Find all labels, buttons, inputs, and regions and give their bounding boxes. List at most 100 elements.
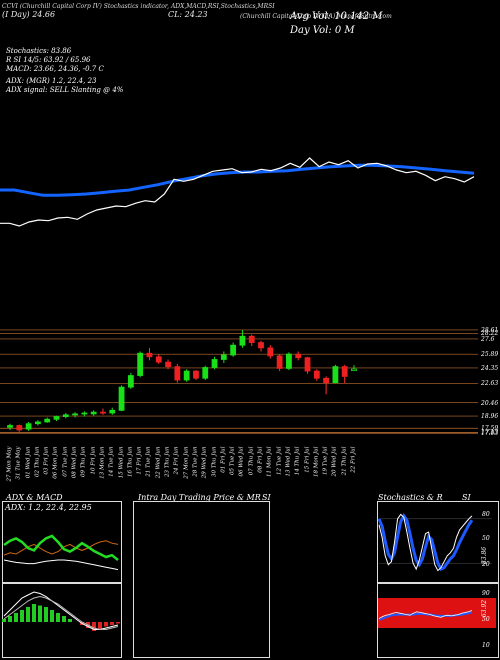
candle-body: [118, 386, 125, 411]
price-axis-label: 25.89: [481, 351, 499, 359]
candle-body: [127, 375, 134, 388]
candle-body: [109, 409, 116, 414]
candle-body: [248, 335, 255, 343]
price-axis-label: 20.46: [481, 399, 499, 407]
rsi-last-value: 63.92: [481, 599, 489, 618]
macd-histogram-bar: [2, 619, 6, 622]
adx-value: ADX: (MGR) 1.2, 22.4, 23: [6, 77, 97, 85]
macd-histogram-bar: [20, 610, 24, 622]
stoch-scale-80: 80: [482, 511, 490, 518]
candle-body: [239, 335, 246, 346]
average-volume-line: [0, 163, 475, 197]
price-axis-label: 17.59: [481, 425, 499, 433]
macd-value: MACD: 23.66, 24.36, -0.7 C: [6, 65, 104, 73]
candle-body: [304, 357, 311, 372]
candle-body: [323, 377, 330, 384]
adx-line: [3, 559, 119, 571]
stoch-panel-title: Stochastics & R: [378, 493, 443, 502]
macd-histogram-bar: [32, 604, 36, 622]
rsi-value: R SI 14/5: 63.92 / 65.96: [6, 56, 91, 64]
macd-histogram-bar: [38, 605, 42, 622]
candle-body: [211, 359, 218, 368]
macd-histogram-bar: [26, 607, 30, 622]
adx-panel-values: ADX: 1.2, 22.4, 22.95: [5, 503, 92, 512]
stoch-last-value: 83.86: [481, 546, 489, 565]
main-chart: [0, 157, 478, 434]
candle-body: [267, 347, 274, 357]
candle-body: [7, 425, 13, 428]
header-close: CL: 24.23: [168, 10, 208, 19]
stochastics-d-line: [377, 512, 474, 572]
candle-body: [25, 423, 32, 430]
candle-body: [351, 368, 357, 372]
candle-body: [53, 416, 60, 420]
macd-histogram-bar: [116, 622, 120, 624]
price-axis-label: 28.22: [481, 330, 499, 338]
candle-body: [286, 353, 292, 369]
candle-body: [258, 342, 264, 349]
candle-body: [100, 411, 106, 414]
price-axis-label: 17.03: [481, 430, 499, 438]
candle-body: [16, 425, 23, 431]
intraday-panel-title: Intra Day Trading Price & MR: [138, 493, 261, 502]
candle-body: [165, 361, 171, 368]
rsi-scale-50: 50: [482, 616, 490, 623]
avg-volume: Avg Vol: 10.142 M: [290, 11, 383, 22]
adx-panel-title: ADX & MACD: [6, 493, 63, 502]
volume-line: [0, 157, 475, 227]
candle-body: [220, 354, 227, 360]
rsi-line: [378, 610, 473, 619]
candle-body: [146, 352, 153, 358]
candle-body: [230, 344, 237, 356]
adx-signal: ADX signal: SELL Slanting @ 4%: [6, 86, 124, 94]
macd-histogram-bar: [98, 622, 102, 630]
header-company: (Churchill Capital Corp IV CIA) MunafaSu…: [240, 13, 392, 20]
price-axis-label: 24.35: [481, 364, 499, 372]
price-axis-label: 22.63: [481, 380, 499, 388]
price-axis-label: 17.13: [481, 429, 499, 437]
macd-histogram-bar: [68, 619, 72, 622]
candle-body: [137, 352, 144, 376]
candle-body: [174, 366, 181, 381]
stoch-scale-50: 50: [482, 535, 490, 542]
macd-histogram-bar: [110, 622, 114, 625]
macd-histogram-bar: [8, 616, 12, 622]
candle-body: [332, 366, 339, 384]
candle-body: [81, 412, 88, 415]
stoch-scale-20: 20: [482, 561, 490, 568]
macd-histogram-bar: [14, 613, 18, 622]
macd-histogram-bar: [104, 622, 108, 627]
rsi-scale-10: 10: [482, 642, 490, 649]
candle-body: [202, 367, 209, 379]
macd-histogram-bar: [56, 613, 60, 622]
macd-histogram-bar: [44, 607, 48, 622]
intraday-panel: [133, 501, 270, 658]
macd-signal-line: [3, 595, 119, 630]
candle-body: [155, 356, 162, 363]
candle-body: [44, 418, 51, 423]
day-volume: Day Vol: 0 M: [290, 25, 355, 36]
candle-body: [183, 370, 190, 381]
stochastics-value: Stochastics: 83.86: [6, 47, 72, 55]
header-day: (I Day) 24.66: [2, 10, 56, 19]
candle-body: [34, 421, 41, 425]
candle-body: [90, 411, 97, 415]
candle-body: [72, 413, 78, 416]
stochastics-k-line: [378, 513, 473, 572]
candle-body: [341, 366, 348, 377]
candle-body: [193, 370, 199, 379]
price-axis-label: 18.96: [481, 413, 499, 421]
price-axis-label: 27.6: [481, 335, 495, 343]
candle-body: [313, 370, 320, 379]
adx-plus-di-line: [3, 534, 119, 561]
header-line1: CCVI (Churchill Capital Corp IV) Stochas…: [2, 3, 275, 10]
candle-body: [295, 353, 302, 359]
price-axis-label: 28.61: [481, 326, 499, 334]
candle-body: [276, 355, 283, 369]
stoch-panel-title-b: SI: [462, 493, 471, 502]
intraday-panel-title-b: SI: [262, 493, 271, 502]
macd-histogram-bar: [50, 610, 54, 622]
adx-minus-di-line: [3, 540, 119, 556]
